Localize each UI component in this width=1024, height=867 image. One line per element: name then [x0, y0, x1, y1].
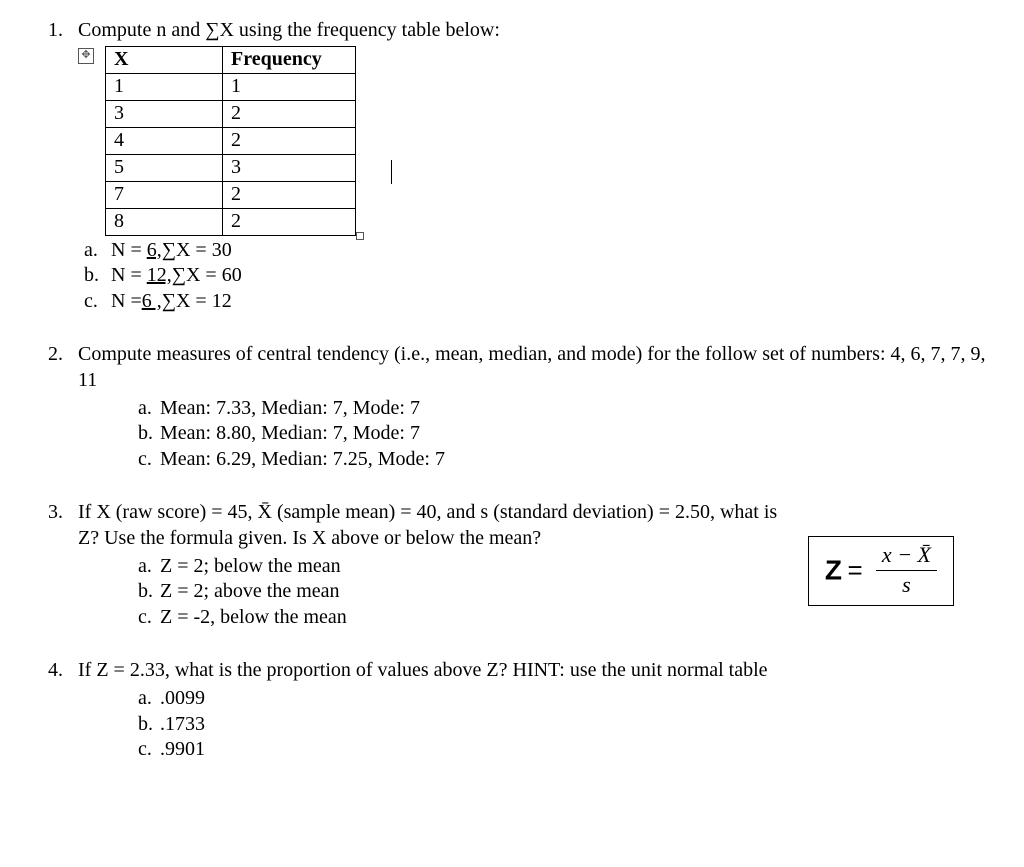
formula-numerator: x − X̄ [876, 541, 937, 570]
option-label: a. [84, 238, 106, 264]
freq-cell: 2 [223, 208, 356, 235]
question-4: If Z = 2.33, what is the proportion of v… [68, 658, 994, 762]
freq-table-header-freq: Frequency [223, 46, 356, 73]
q3-option-b: Z = 2; above the mean [160, 580, 340, 602]
freq-cell: 2 [223, 181, 356, 208]
freq-cell: 1 [223, 73, 356, 100]
formula-lhs: Z [825, 555, 842, 586]
q1-prompt: Compute n and ∑X using the frequency tab… [78, 19, 500, 41]
option-label: b. [84, 263, 106, 289]
text-cursor-icon [391, 160, 392, 184]
q4-answers: a..0099 b..1733 c..9901 [138, 686, 994, 763]
q1-option-b: N = 12,∑X = 60 [111, 264, 242, 286]
option-label: c. [138, 737, 160, 763]
formula-fraction: x − X̄ s [876, 541, 937, 600]
q4-option-b: .1733 [160, 713, 205, 735]
q3-answers: a.Z = 2; below the mean b.Z = 2; above t… [138, 554, 792, 631]
freq-cell: 3 [223, 154, 356, 181]
option-label: a. [138, 396, 160, 422]
freq-cell: 1 [106, 73, 223, 100]
option-label: b. [138, 712, 160, 738]
q4-option-a: .0099 [160, 687, 205, 709]
option-label: a. [138, 554, 160, 580]
freq-table-header-x: X [106, 46, 223, 73]
option-label: a. [138, 686, 160, 712]
option-label: c. [84, 289, 106, 315]
q1-option-c: N =6 ,∑X = 12 [111, 290, 232, 312]
q1-answers: a. N = 6,∑X = 30 b. N = 12,∑X = 60 c. N … [84, 238, 994, 315]
question-2: Compute measures of central tendency (i.… [68, 342, 994, 472]
q1-option-a: N = 6,∑X = 30 [111, 239, 232, 261]
q3-prompt: If X (raw score) = 45, X̄ (sample mean) … [78, 501, 777, 549]
option-label: c. [138, 447, 160, 473]
option-label: b. [138, 421, 160, 447]
q3-option-a: Z = 2; below the mean [160, 555, 341, 577]
q3-option-c: Z = -2, below the mean [160, 606, 347, 628]
freq-cell: 7 [106, 181, 223, 208]
question-3: If X (raw score) = 45, X̄ (sample mean) … [68, 500, 994, 630]
freq-cell: 3 [106, 100, 223, 127]
q2-option-a: Mean: 7.33, Median: 7, Mode: 7 [160, 397, 420, 419]
question-list: Compute n and ∑X using the frequency tab… [30, 18, 994, 763]
freq-cell: 8 [106, 208, 223, 235]
freq-cell: 2 [223, 127, 356, 154]
q2-option-b: Mean: 8.80, Median: 7, Mode: 7 [160, 422, 420, 444]
q2-option-c: Mean: 6.29, Median: 7.25, Mode: 7 [160, 448, 445, 470]
freq-cell: 4 [106, 127, 223, 154]
frequency-table: X Frequency 11 32 42 53 72 82 [105, 46, 356, 236]
freq-cell: 5 [106, 154, 223, 181]
formula-denominator: s [876, 571, 937, 601]
z-formula-box: Z = x − X̄ s [808, 536, 954, 605]
q4-prompt: If Z = 2.33, what is the proportion of v… [78, 659, 768, 681]
option-label: b. [138, 579, 160, 605]
freq-cell: 2 [223, 100, 356, 127]
table-move-handle-icon: ✥ [78, 48, 94, 64]
q2-answers: a.Mean: 7.33, Median: 7, Mode: 7 b.Mean:… [138, 396, 994, 473]
table-resize-handle-icon [356, 232, 364, 240]
question-1: Compute n and ∑X using the frequency tab… [68, 18, 994, 314]
q4-option-c: .9901 [160, 738, 205, 760]
option-label: c. [138, 605, 160, 631]
q2-prompt: Compute measures of central tendency (i.… [78, 343, 986, 391]
